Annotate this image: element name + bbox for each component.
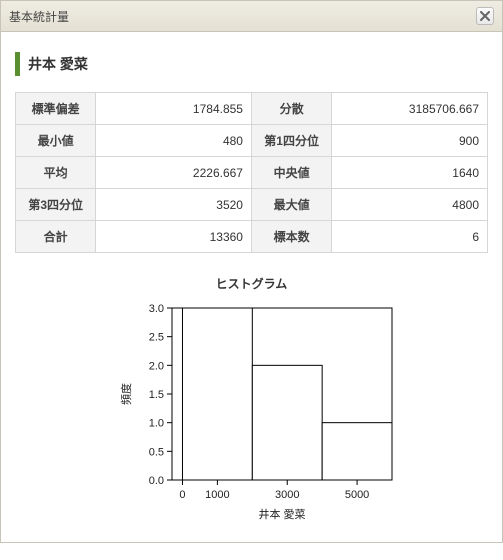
table-row: 第3四分位3520最大値4800	[16, 189, 488, 221]
dialog-title: 基本統計量	[9, 8, 69, 25]
histogram-title: ヒストグラム	[15, 275, 488, 292]
stat-value: 1640	[332, 157, 488, 189]
stat-label: 第3四分位	[16, 189, 96, 221]
stat-label: 最大値	[251, 189, 331, 221]
stat-value: 3520	[96, 189, 252, 221]
stats-dialog: 基本統計量 井本 愛菜 標準偏差1784.855分散3185706.667最小値…	[0, 0, 503, 543]
histogram-container: 0.0 0.5 1.0 1.5 2.0 2.5 3.0 0 1000 3000 5000 頻度井本 愛…	[15, 298, 488, 528]
stat-value: 6	[332, 221, 488, 253]
stat-value: 2226.667	[96, 157, 252, 189]
table-row: 標準偏差1784.855分散3185706.667	[16, 93, 488, 125]
svg-text:3000: 3000	[274, 489, 298, 501]
stat-label: 最小値	[16, 125, 96, 157]
svg-text:0.5: 0.5	[148, 446, 163, 458]
stat-label: 合計	[16, 221, 96, 253]
dialog-content: 井本 愛菜 標準偏差1784.855分散3185706.667最小値480第1四…	[1, 32, 502, 542]
stat-label: 第1四分位	[251, 125, 331, 157]
svg-text:2.5: 2.5	[148, 332, 163, 344]
stats-table: 標準偏差1784.855分散3185706.667最小値480第1四分位900平…	[15, 92, 488, 253]
stat-label: 標準偏差	[16, 93, 96, 125]
stat-label: 中央値	[251, 157, 331, 189]
table-row: 平均2226.667中央値1640	[16, 157, 488, 189]
stat-value: 3185706.667	[332, 93, 488, 125]
svg-text:0: 0	[179, 489, 185, 501]
stat-value: 4800	[332, 189, 488, 221]
svg-text:3.0: 3.0	[148, 303, 163, 315]
svg-text:2.0: 2.0	[148, 360, 163, 372]
stat-label: 平均	[16, 157, 96, 189]
stat-value: 900	[332, 125, 488, 157]
svg-text:井本 愛菜: 井本 愛菜	[258, 507, 305, 521]
svg-text:1.5: 1.5	[148, 389, 163, 401]
stat-value: 480	[96, 125, 252, 157]
stat-label: 分散	[251, 93, 331, 125]
svg-text:5000: 5000	[344, 489, 368, 501]
table-row: 最小値480第1四分位900	[16, 125, 488, 157]
svg-text:0.0: 0.0	[148, 475, 163, 487]
stat-value: 13360	[96, 221, 252, 253]
close-button[interactable]	[476, 7, 494, 25]
titlebar: 基本統計量	[1, 1, 502, 32]
stat-label: 標本数	[251, 221, 331, 253]
close-icon	[480, 11, 490, 21]
svg-text:1.0: 1.0	[148, 418, 163, 430]
histogram-chart: 0.0 0.5 1.0 1.5 2.0 2.5 3.0 0 1000 3000 5000 頻度井本 愛…	[102, 298, 402, 528]
svg-text:頻度: 頻度	[119, 383, 133, 405]
svg-text:1000: 1000	[205, 489, 229, 501]
subject-name: 井本 愛菜	[15, 52, 488, 76]
table-row: 合計13360標本数6	[16, 221, 488, 253]
stat-value: 1784.855	[96, 93, 252, 125]
